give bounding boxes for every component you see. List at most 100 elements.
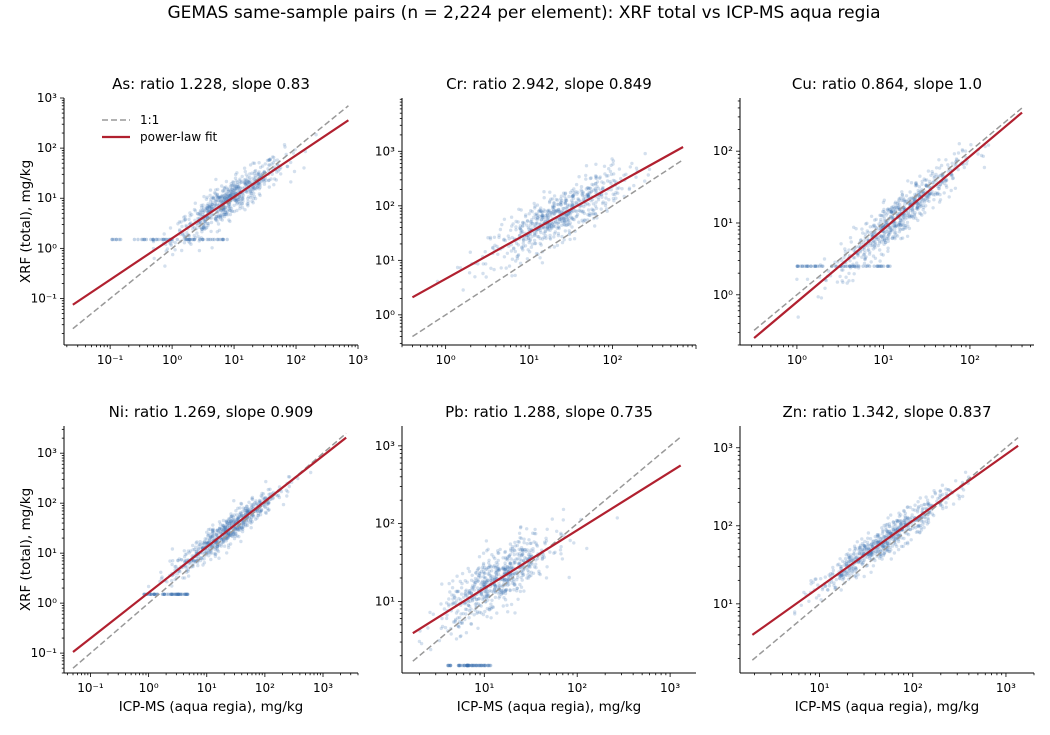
scatter-point xyxy=(906,540,910,545)
scatter-point xyxy=(476,602,481,606)
scatter-point xyxy=(236,201,240,205)
scatter-point xyxy=(806,264,810,268)
scatter-point xyxy=(620,187,624,191)
scatter-point xyxy=(887,529,891,533)
scatter-point xyxy=(302,166,306,170)
scatter-point xyxy=(189,221,193,225)
scatter-point xyxy=(493,243,497,247)
scatter-point xyxy=(842,576,846,580)
scatter-point xyxy=(873,245,877,250)
scatter-point xyxy=(267,178,271,182)
scatter-point xyxy=(513,544,518,548)
scatter-point xyxy=(816,583,820,587)
scatter-point xyxy=(250,194,254,198)
scatter-point xyxy=(898,217,903,221)
scatter-point xyxy=(542,196,546,200)
scatter-point xyxy=(880,214,884,218)
scatter-point xyxy=(874,539,878,543)
scatter-point xyxy=(889,210,894,214)
scatter-point xyxy=(159,570,163,574)
scatter-point xyxy=(536,213,540,217)
scatter-point xyxy=(882,210,886,214)
scatter-point xyxy=(870,553,875,557)
scatter-point xyxy=(935,192,940,196)
scatter-point xyxy=(506,610,510,614)
scatter-point xyxy=(533,241,537,246)
scatter-point xyxy=(250,187,254,191)
scatter-point xyxy=(467,589,472,593)
scatter-point xyxy=(219,537,224,542)
scatter-point xyxy=(485,663,490,668)
scatter-point xyxy=(444,601,449,605)
scatter-point xyxy=(850,569,855,573)
scatter-point xyxy=(459,634,463,638)
scatter-point xyxy=(840,573,845,577)
scatter-point xyxy=(237,513,242,517)
scatter-point xyxy=(258,183,262,187)
scatter-point xyxy=(207,539,212,543)
scatter-point xyxy=(513,560,518,565)
scatter-point xyxy=(508,561,513,565)
scatter-point xyxy=(228,184,233,189)
scatter-point xyxy=(852,549,856,553)
scatter-point xyxy=(260,494,264,499)
scatter-point xyxy=(860,255,864,259)
scatter-point xyxy=(216,187,220,192)
scatter-point xyxy=(202,194,206,199)
scatter-point xyxy=(463,579,467,583)
scatter-point xyxy=(504,266,508,270)
scatter-point xyxy=(244,181,248,185)
scatter-point xyxy=(214,199,218,203)
scatter-point xyxy=(833,264,838,268)
scatter-point xyxy=(490,605,495,609)
y-tick-label: 10⁰ xyxy=(375,308,395,322)
scatter-point xyxy=(505,556,510,560)
scatter-point xyxy=(527,212,531,216)
scatter-point xyxy=(559,194,564,198)
scatter-point xyxy=(954,157,959,161)
scatter-point xyxy=(289,180,293,184)
scatter-point xyxy=(200,227,204,231)
scatter-point xyxy=(456,589,461,594)
scatter-point xyxy=(221,524,226,528)
scatter-point xyxy=(901,217,905,222)
scatter-point xyxy=(854,567,859,571)
scatter-point xyxy=(226,531,230,536)
scatter-point xyxy=(576,197,580,201)
scatter-point xyxy=(289,160,293,165)
scatter-point xyxy=(915,207,919,211)
scatter-point xyxy=(572,237,577,241)
scatter-point xyxy=(539,230,543,235)
scatter-point xyxy=(890,225,895,230)
scatter-point xyxy=(604,201,608,205)
scatter-point xyxy=(519,554,524,558)
scatter-point xyxy=(220,525,225,529)
scatter-point xyxy=(871,550,875,554)
scatter-point xyxy=(893,224,897,228)
scatter-point xyxy=(549,213,553,218)
scatter-point xyxy=(820,587,825,592)
scatter-point xyxy=(268,492,272,496)
scatter-point xyxy=(518,589,523,594)
scatter-point xyxy=(205,208,209,212)
scatter-point xyxy=(606,174,610,178)
scatter-point xyxy=(895,519,899,523)
scatter-point xyxy=(905,234,910,238)
scatter-point xyxy=(214,198,218,202)
scatter-point xyxy=(917,203,921,207)
scatter-point xyxy=(228,520,233,525)
scatter-point xyxy=(209,197,213,201)
scatter-point xyxy=(208,535,213,540)
scatter-point xyxy=(483,571,487,575)
scatter-point xyxy=(834,585,838,590)
scatter-point xyxy=(920,182,924,186)
scatter-point xyxy=(840,279,844,283)
scatter-point xyxy=(455,589,460,593)
scatter-point xyxy=(514,228,518,232)
scatter-point xyxy=(239,514,243,518)
scatter-point xyxy=(865,540,870,544)
scatter-point xyxy=(485,593,489,597)
scatter-point xyxy=(946,488,950,492)
scatter-point xyxy=(976,152,980,156)
scatter-point xyxy=(191,237,196,242)
